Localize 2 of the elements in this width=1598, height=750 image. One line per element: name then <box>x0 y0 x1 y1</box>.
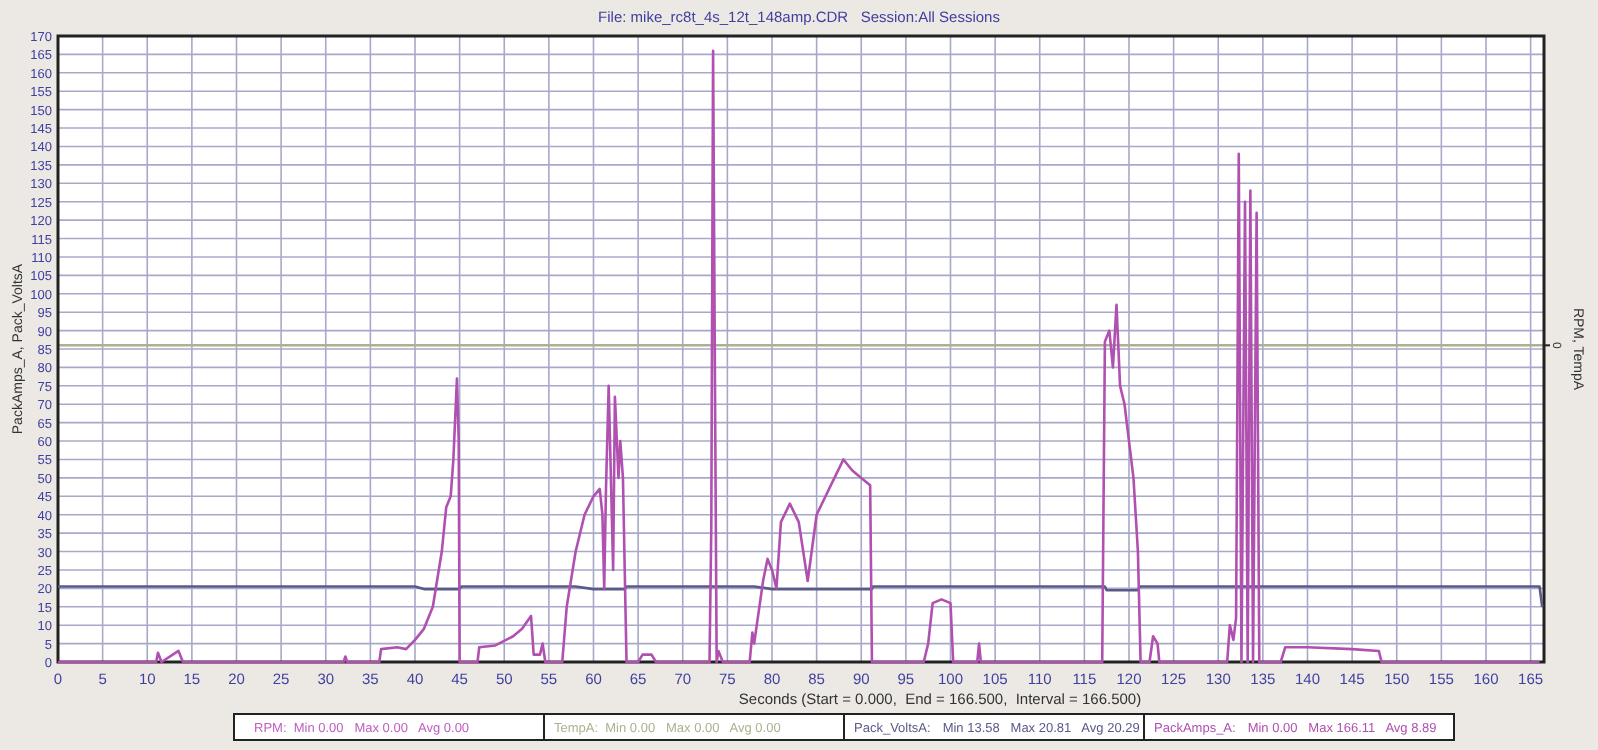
line-series <box>56 585 1544 609</box>
line-series <box>56 49 1541 664</box>
